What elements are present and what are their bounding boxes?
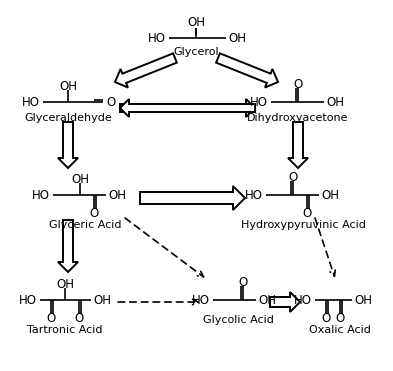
Text: HO: HO bbox=[32, 188, 50, 201]
Polygon shape bbox=[58, 220, 78, 272]
Text: OH: OH bbox=[56, 278, 74, 290]
Text: Glycolic Acid: Glycolic Acid bbox=[202, 315, 274, 325]
Text: OH: OH bbox=[93, 293, 111, 306]
Polygon shape bbox=[115, 53, 177, 88]
Text: OH: OH bbox=[108, 188, 126, 201]
Text: Tartronic Acid: Tartronic Acid bbox=[27, 325, 103, 335]
Text: O: O bbox=[239, 276, 248, 289]
Text: O: O bbox=[89, 207, 99, 220]
Text: HO: HO bbox=[294, 293, 312, 306]
Text: O: O bbox=[321, 312, 331, 325]
Text: O: O bbox=[335, 312, 345, 325]
Text: O: O bbox=[294, 78, 303, 91]
Polygon shape bbox=[58, 122, 78, 168]
Text: Glycerol: Glycerol bbox=[173, 47, 219, 57]
Text: O: O bbox=[106, 95, 115, 108]
Text: OH: OH bbox=[258, 293, 276, 306]
Text: Glyceraldehyde: Glyceraldehyde bbox=[24, 113, 112, 123]
Text: O: O bbox=[74, 312, 84, 325]
Text: O: O bbox=[288, 171, 298, 184]
Text: OH: OH bbox=[187, 16, 205, 29]
Text: HO: HO bbox=[250, 95, 268, 108]
Polygon shape bbox=[120, 99, 255, 117]
Text: Hydroxypyruvinic Acid: Hydroxypyruvinic Acid bbox=[241, 220, 365, 230]
Text: Oxalic Acid: Oxalic Acid bbox=[309, 325, 371, 335]
Polygon shape bbox=[288, 122, 308, 168]
Text: O: O bbox=[46, 312, 56, 325]
Polygon shape bbox=[140, 186, 245, 210]
Text: HO: HO bbox=[19, 293, 37, 306]
Text: Dihydroxyacetone: Dihydroxyacetone bbox=[247, 113, 349, 123]
Polygon shape bbox=[216, 53, 278, 88]
Polygon shape bbox=[270, 292, 300, 312]
Text: OH: OH bbox=[228, 32, 246, 45]
Text: HO: HO bbox=[192, 293, 210, 306]
Text: HO: HO bbox=[148, 32, 166, 45]
Text: OH: OH bbox=[326, 95, 344, 108]
Text: OH: OH bbox=[354, 293, 372, 306]
Text: HO: HO bbox=[245, 188, 263, 201]
Text: OH: OH bbox=[59, 79, 77, 92]
Text: OH: OH bbox=[71, 173, 89, 186]
Polygon shape bbox=[120, 99, 255, 117]
Text: Glyceric Acid: Glyceric Acid bbox=[49, 220, 121, 230]
Text: O: O bbox=[302, 207, 312, 220]
Text: HO: HO bbox=[22, 95, 40, 108]
Text: OH: OH bbox=[321, 188, 339, 201]
